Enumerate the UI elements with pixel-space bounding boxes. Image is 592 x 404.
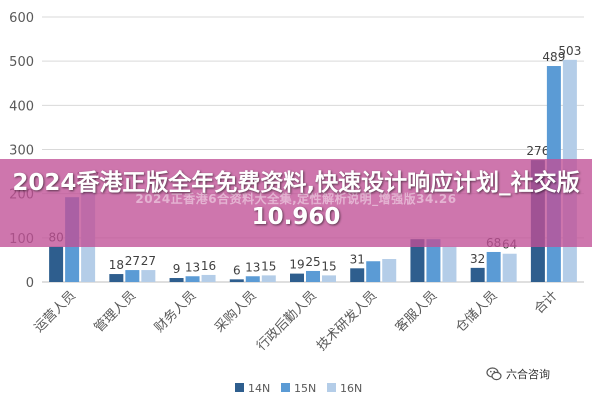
legend-swatch: [235, 383, 244, 392]
bar-14N: [109, 274, 124, 282]
y-tick-label: 600: [9, 11, 34, 26]
category-label: 管理人员: [92, 288, 139, 335]
bar-14N: [169, 278, 184, 282]
data-label: 18: [109, 258, 124, 272]
category-label: 仓储人员: [453, 288, 500, 335]
bar-14N: [49, 246, 64, 282]
data-label: 19: [289, 258, 304, 272]
data-label: 503: [558, 44, 581, 58]
bar-16N: [442, 246, 457, 282]
bar-15N: [306, 270, 320, 282]
bar-16N: [502, 253, 517, 282]
legend-swatch: [327, 383, 336, 392]
category-label: 客服人员: [392, 288, 440, 336]
data-label: 13: [245, 260, 260, 274]
data-label: 489: [542, 50, 565, 64]
data-label: 6: [233, 263, 241, 277]
legend-label: 16N: [340, 382, 362, 395]
bar-15N: [486, 251, 501, 282]
wechat-icon: [486, 367, 502, 381]
legend-label: 15N: [294, 382, 316, 395]
overlay-subtitle: 2024正香港6合资料大全集,定性解析说明_增强版34.26: [135, 192, 457, 206]
overlay-banner: [0, 159, 592, 247]
category-label: 采购人员: [212, 288, 260, 336]
category-label: 行政后勤人员: [254, 288, 320, 354]
bar-15N: [185, 276, 200, 282]
data-label: 16: [201, 259, 216, 273]
data-label: 27: [141, 254, 156, 268]
bar-14N: [410, 239, 425, 282]
data-label: 25: [305, 255, 320, 269]
bar-15N: [426, 239, 441, 282]
y-tick-label: 400: [9, 99, 34, 114]
data-label: 276: [526, 144, 549, 158]
category-label: 财务人员: [151, 288, 199, 336]
legend-swatch: [281, 383, 290, 392]
bar-15N: [125, 270, 140, 282]
legend-label: 14N: [248, 382, 270, 395]
overlay-title: 2024香港正版全年免费资料,快速设计响应计划_社交版10.960: [12, 170, 580, 230]
data-label: 15: [321, 259, 336, 273]
watermark-text: 六合咨询: [506, 368, 550, 381]
data-label: 27: [125, 254, 140, 268]
bar-14N: [470, 267, 485, 282]
data-label: 32: [470, 252, 485, 266]
bar-14N: [290, 273, 304, 282]
bar-16N: [261, 275, 276, 282]
data-label: 15: [261, 259, 276, 273]
bar-14N: [229, 279, 244, 282]
watermark: 六合咨询: [486, 364, 550, 384]
bar-16N: [382, 259, 397, 282]
bar-15N: [366, 261, 381, 282]
category-label: 运营人员: [32, 288, 79, 335]
data-label: 31: [350, 252, 365, 266]
category-label: 合计: [532, 288, 561, 317]
bar-15N: [245, 276, 260, 282]
data-label: 9: [173, 262, 181, 276]
bar-14N: [350, 268, 365, 282]
bar-16N: [201, 274, 216, 282]
bar-16N: [322, 275, 336, 282]
category-label: 技术研发人员: [314, 288, 380, 354]
y-tick-label: 300: [9, 144, 34, 159]
y-tick-label: 0: [26, 276, 34, 291]
bar-16N: [141, 270, 156, 282]
y-tick-label: 500: [9, 55, 34, 70]
data-label: 13: [185, 260, 200, 274]
